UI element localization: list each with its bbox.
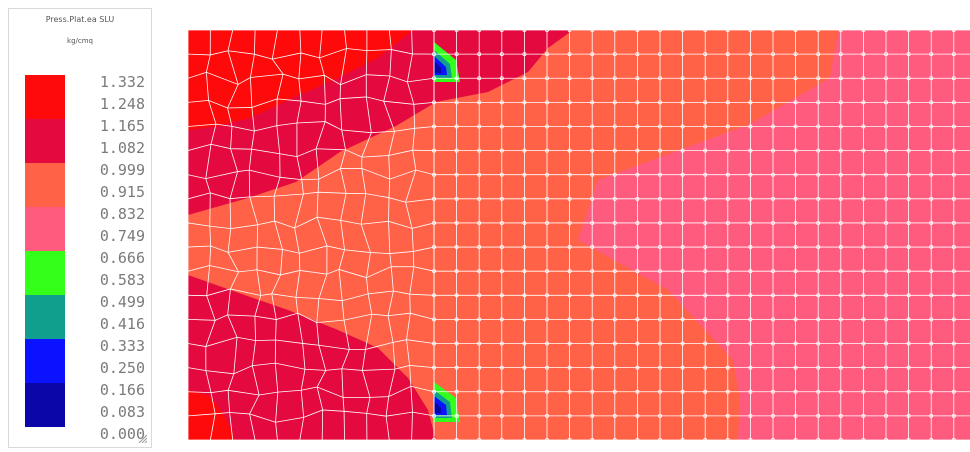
contour-plot-canvas xyxy=(188,30,970,440)
scale-value: 0.000 xyxy=(99,425,145,443)
scale-value: 0.915 xyxy=(99,183,145,201)
mesh-node xyxy=(545,30,549,32)
swatch-4 xyxy=(25,207,65,251)
swatch-3 xyxy=(25,163,65,207)
scale-value: 0.083 xyxy=(99,403,145,421)
mesh-line xyxy=(227,30,239,440)
mesh-line xyxy=(271,30,284,440)
scale-value: 0.999 xyxy=(99,161,145,179)
scale-value: 0.749 xyxy=(99,227,145,245)
mesh-node xyxy=(454,30,459,32)
mesh-line xyxy=(360,30,373,440)
mesh-node xyxy=(612,30,617,32)
color-scale-legend: Press.Plat.ea SLU kg/cmq 1.332 1.248 1.1… xyxy=(8,8,152,448)
mesh-node xyxy=(951,30,956,32)
mesh-line xyxy=(188,48,435,60)
region-1248-1332-top xyxy=(188,30,413,130)
scale-value: 0.166 xyxy=(99,381,145,399)
mesh-line xyxy=(188,312,435,324)
mesh-line xyxy=(338,30,350,440)
swatch-1 xyxy=(25,75,65,119)
swatch-6 xyxy=(25,295,65,339)
scale-value: 1.165 xyxy=(99,117,145,135)
scale-value: 1.332 xyxy=(99,73,145,91)
mesh-node xyxy=(816,30,821,32)
contour-plot xyxy=(188,30,970,440)
mesh-line xyxy=(188,245,435,254)
scale-value: 0.499 xyxy=(99,293,145,311)
mesh-line xyxy=(188,96,435,109)
mesh-line xyxy=(188,216,435,230)
mesh-line xyxy=(188,121,435,134)
mesh-node xyxy=(838,30,843,32)
mesh-node xyxy=(658,30,662,32)
scale-value: 0.583 xyxy=(99,271,145,289)
scale-value: 0.333 xyxy=(99,337,145,355)
mesh-node xyxy=(906,30,911,32)
mesh-node xyxy=(748,30,753,32)
scale-value: 0.832 xyxy=(99,205,145,223)
fem-mesh xyxy=(188,30,970,440)
scale-value: 1.082 xyxy=(99,139,145,157)
mesh-line xyxy=(188,385,435,398)
mesh-line xyxy=(188,362,435,375)
mesh-node xyxy=(884,30,888,32)
mesh-node xyxy=(725,30,730,32)
mesh-line xyxy=(188,191,435,203)
mesh-node xyxy=(861,30,866,32)
swatch-5 xyxy=(25,251,65,295)
swatch-7 xyxy=(25,339,65,383)
mesh-node xyxy=(477,30,482,32)
mesh-line xyxy=(294,30,306,440)
mesh-node xyxy=(703,30,708,32)
mesh-line xyxy=(188,336,435,350)
mesh-line xyxy=(405,30,417,440)
swatch-8 xyxy=(25,383,65,427)
mesh-node xyxy=(499,30,504,32)
scale-value: 0.416 xyxy=(99,315,145,333)
mesh-node xyxy=(793,30,798,32)
mesh-node xyxy=(635,30,640,32)
region-1248-1332-bottom xyxy=(188,390,236,440)
mesh-line xyxy=(248,30,262,440)
mesh-line xyxy=(205,30,217,440)
scale-value: 0.250 xyxy=(99,359,145,377)
mesh-line xyxy=(188,265,435,279)
mesh-node xyxy=(680,30,685,32)
mesh-line xyxy=(188,409,435,423)
mesh-node xyxy=(929,30,934,32)
resize-grip-icon[interactable] xyxy=(137,433,147,443)
stress-hotspot-top xyxy=(434,42,460,82)
swatch-2 xyxy=(25,119,65,163)
mesh-line xyxy=(188,167,435,181)
mesh-line xyxy=(188,143,435,158)
mesh-line xyxy=(383,30,396,440)
mesh-line xyxy=(315,30,328,440)
mesh-node xyxy=(522,30,527,32)
legend-unit: kg/cmq xyxy=(67,37,93,45)
mesh-line xyxy=(188,71,435,86)
mesh-node xyxy=(567,30,572,32)
mesh-line xyxy=(188,288,435,302)
scale-value: 0.666 xyxy=(99,249,145,267)
mesh-node xyxy=(771,30,775,32)
scale-value: 1.248 xyxy=(99,95,145,113)
mesh-node xyxy=(590,30,595,32)
legend-title: Press.Plat.ea SLU xyxy=(45,15,115,24)
